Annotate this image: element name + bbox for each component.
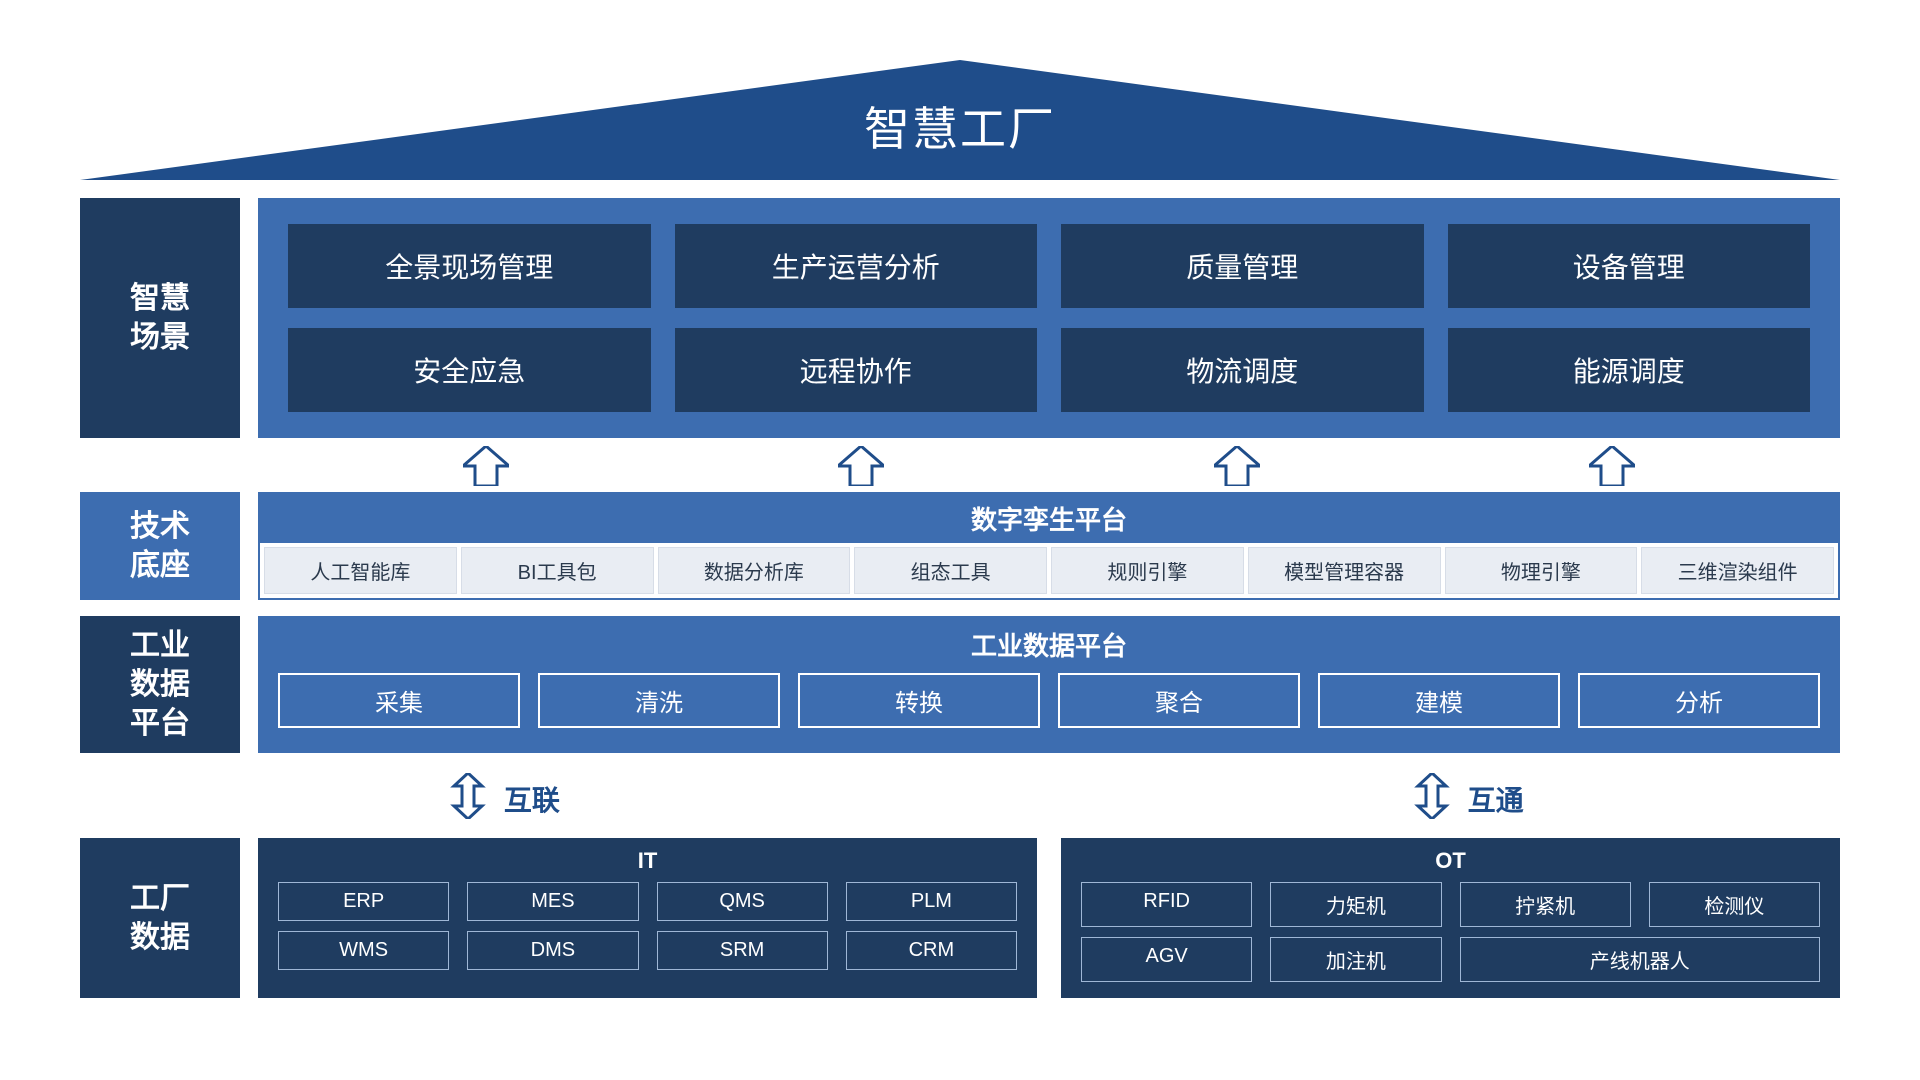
scenes-panel: 全景现场管理生产运营分析质量管理设备管理安全应急远程协作物流调度能源调度 — [258, 198, 1840, 438]
scene-card: 全景现场管理 — [288, 224, 651, 308]
ot-system-item: 力矩机 — [1270, 882, 1441, 927]
up-arrow-icon — [1589, 446, 1635, 486]
tech-item: 数据分析库 — [658, 547, 851, 594]
tech-item: 三维渲染组件 — [1641, 547, 1834, 594]
ot-system-item: 产线机器人 — [1460, 937, 1821, 982]
it-system-item: DMS — [467, 931, 638, 970]
factory-content: IT ERP MES QMS PLM WMS DMS SRM CRM OT RFID 力矩机拧紧… — [258, 838, 1840, 998]
it-title: IT — [278, 848, 1017, 874]
scene-card: 质量管理 — [1061, 224, 1424, 308]
idp-item: 分析 — [1578, 673, 1820, 728]
roof-title: 智慧工厂 — [864, 93, 1056, 159]
idp-panel: 工业数据平台 采集清洗转换聚合建模分析 — [258, 616, 1840, 753]
it-system-item: QMS — [657, 882, 828, 921]
scene-card: 远程协作 — [675, 328, 1038, 412]
tech-item: BI工具包 — [461, 547, 654, 594]
it-system-item: PLM — [846, 882, 1017, 921]
roof-banner: 智慧工厂 — [80, 60, 1840, 180]
idp-item: 采集 — [278, 673, 520, 728]
it-system-item: MES — [467, 882, 638, 921]
idp-item: 建模 — [1318, 673, 1560, 728]
connector-right: 互通 — [1412, 773, 1524, 824]
it-panel: IT ERP MES QMS PLM WMS DMS SRM CRM — [258, 838, 1037, 998]
it-grid: ERP MES QMS PLM WMS DMS SRM CRM — [278, 882, 1017, 970]
scene-card: 安全应急 — [288, 328, 651, 412]
bidir-arrow-icon — [448, 773, 488, 824]
ot-panel: OT RFID 力矩机拧紧机检测仪 AGV 加注机产线机器人 — [1061, 838, 1840, 998]
scene-card: 生产运营分析 — [675, 224, 1038, 308]
row-scenes: 智慧 场景 全景现场管理生产运营分析质量管理设备管理安全应急远程协作物流调度能源… — [80, 198, 1840, 438]
connector-right-label: 互通 — [1468, 779, 1524, 819]
ot-title: OT — [1081, 848, 1820, 874]
up-arrow-icon — [1214, 446, 1260, 486]
scene-card: 能源调度 — [1448, 328, 1811, 412]
side-label-idp: 工业 数据 平台 — [80, 616, 240, 753]
ot-system-item: 拧紧机 — [1460, 882, 1631, 927]
ot-system-item: 检测仪 — [1649, 882, 1820, 927]
side-label-factory: 工厂 数据 — [80, 838, 240, 998]
row-idp: 工业 数据 平台 工业数据平台 采集清洗转换聚合建模分析 — [80, 616, 1840, 753]
ot-grid: RFID 力矩机拧紧机检测仪 AGV 加注机产线机器人 — [1081, 882, 1820, 982]
side-label-tech: 技术 底座 — [80, 492, 240, 600]
idp-items: 采集清洗转换聚合建模分析 — [278, 673, 1820, 728]
it-system-item: ERP — [278, 882, 449, 921]
side-label-scenes: 智慧 场景 — [80, 198, 240, 438]
tech-item: 模型管理容器 — [1248, 547, 1441, 594]
row-factory: 工厂 数据 IT ERP MES QMS PLM WMS DMS SRM CRM OT RFI… — [80, 838, 1840, 998]
it-system-item: CRM — [846, 931, 1017, 970]
tech-items: 人工智能库BI工具包数据分析库组态工具规则引擎模型管理容器物理引擎三维渲染组件 — [260, 543, 1838, 598]
smart-factory-architecture: 智慧工厂 智慧 场景 全景现场管理生产运营分析质量管理设备管理安全应急远程协作物… — [80, 60, 1840, 1020]
idp-item: 清洗 — [538, 673, 780, 728]
idp-item: 转换 — [798, 673, 1040, 728]
tech-item: 人工智能库 — [264, 547, 457, 594]
up-arrow-icon — [838, 446, 884, 486]
bidir-arrow-icon — [1412, 773, 1452, 824]
up-arrow-icon — [463, 446, 509, 486]
ot-system-item: RFID — [1081, 882, 1252, 927]
ot-system-item: 加注机 — [1270, 937, 1441, 982]
connector-left: 互联 — [448, 773, 560, 824]
connector-row: 互联 互通 — [258, 769, 1840, 830]
tech-panel: 数字孪生平台 人工智能库BI工具包数据分析库组态工具规则引擎模型管理容器物理引擎… — [258, 492, 1840, 600]
arrows-up-row — [258, 446, 1840, 486]
tech-item: 组态工具 — [854, 547, 1047, 594]
scenes-grid: 全景现场管理生产运营分析质量管理设备管理安全应急远程协作物流调度能源调度 — [288, 224, 1810, 412]
idp-header: 工业数据平台 — [278, 626, 1820, 663]
tech-header: 数字孪生平台 — [260, 494, 1838, 543]
it-system-item: WMS — [278, 931, 449, 970]
scene-card: 物流调度 — [1061, 328, 1424, 412]
ot-system-item: AGV — [1081, 937, 1252, 982]
connector-left-label: 互联 — [504, 779, 560, 819]
scene-card: 设备管理 — [1448, 224, 1811, 308]
row-tech: 技术 底座 数字孪生平台 人工智能库BI工具包数据分析库组态工具规则引擎模型管理… — [80, 492, 1840, 600]
it-system-item: SRM — [657, 931, 828, 970]
idp-item: 聚合 — [1058, 673, 1300, 728]
tech-item: 物理引擎 — [1445, 547, 1638, 594]
tech-item: 规则引擎 — [1051, 547, 1244, 594]
